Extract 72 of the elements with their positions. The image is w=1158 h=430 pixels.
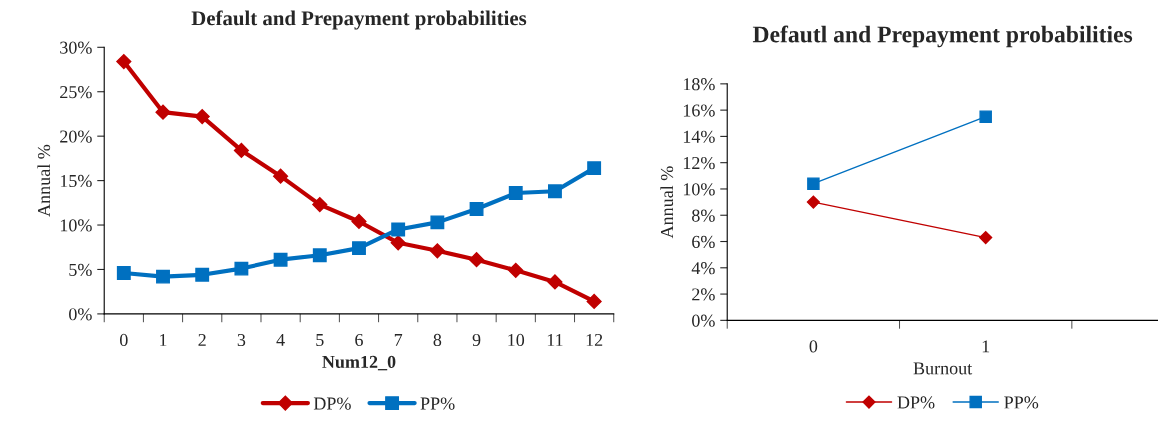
y-tick-label: 8% [692, 209, 715, 222]
chart-title: Defautl and Prepayment probabilities [752, 25, 1133, 48]
y-tick-label: 20% [60, 130, 92, 143]
x-tick-label: 0 [119, 333, 128, 347]
point [806, 195, 820, 209]
x-tick-label: 6 [355, 333, 363, 347]
point [312, 197, 328, 213]
x-tick-label: 11 [547, 333, 563, 346]
legend-label: PP% [420, 397, 455, 410]
chart-title: Default and Prepayment probabilities [191, 10, 527, 30]
point [312, 248, 327, 263]
x-axis-title: Burnout [913, 362, 973, 375]
x-tick-label: 3 [237, 333, 246, 347]
x-tick-label: 8 [433, 333, 442, 347]
y-tick-label: 16% [683, 104, 715, 117]
x-tick-label: 1 [982, 340, 990, 353]
point [390, 235, 406, 251]
point [234, 261, 249, 276]
x-tick-label: 9 [472, 333, 481, 347]
y-tick-label: 30% [60, 41, 92, 54]
y-axis-title: Annual % [660, 166, 674, 239]
y-tick-label: 15% [60, 174, 92, 188]
x-tick-label: 1 [160, 333, 167, 346]
y-tick-label: 4% [691, 262, 715, 275]
x-axis-title: Num12_0 [322, 355, 396, 371]
point [508, 186, 523, 200]
y-tick-label: 0% [69, 308, 92, 321]
point [508, 262, 524, 278]
point [391, 222, 406, 237]
y-tick-label: 18% [683, 78, 715, 91]
point [430, 215, 445, 230]
point [155, 104, 171, 120]
y-tick-label: 2% [692, 288, 715, 301]
y-axis-title: Annual % [37, 144, 51, 217]
point [468, 252, 485, 268]
point [273, 168, 289, 184]
point [586, 293, 602, 310]
legend-label: DP% [313, 397, 351, 410]
x-tick-label: 10 [508, 333, 525, 347]
point [469, 202, 484, 216]
point [195, 267, 210, 282]
x-tick-label: 5 [316, 334, 324, 347]
y-tick-label: 6% [692, 235, 715, 249]
point [807, 177, 820, 190]
x-tick-label: 0 [809, 340, 818, 353]
point [547, 274, 563, 290]
legend-label: PP% [1004, 396, 1039, 409]
legend-label: DP% [897, 396, 935, 409]
point [979, 110, 992, 123]
point [156, 269, 170, 284]
point [979, 230, 993, 245]
point [587, 161, 602, 176]
y-tick-label: 12% [683, 156, 715, 170]
x-tick-label: 12 [586, 333, 603, 346]
point [351, 213, 367, 230]
x-tick-label: 4 [276, 333, 285, 346]
y-tick-label: 10% [683, 183, 715, 196]
point [194, 109, 210, 125]
y-tick-label: 10% [60, 219, 92, 232]
point [116, 53, 132, 70]
point [273, 252, 288, 267]
y-tick-label: 0% [692, 314, 715, 327]
x-tick-label: 2 [198, 333, 206, 346]
point [233, 142, 249, 158]
point [429, 243, 445, 259]
point [352, 241, 366, 256]
y-tick-label: 14% [683, 130, 715, 143]
x-tick-label: 7 [394, 334, 403, 346]
point [116, 266, 131, 280]
y-tick-label: 25% [60, 85, 92, 99]
point [548, 184, 562, 199]
y-tick-label: 5% [69, 263, 92, 276]
